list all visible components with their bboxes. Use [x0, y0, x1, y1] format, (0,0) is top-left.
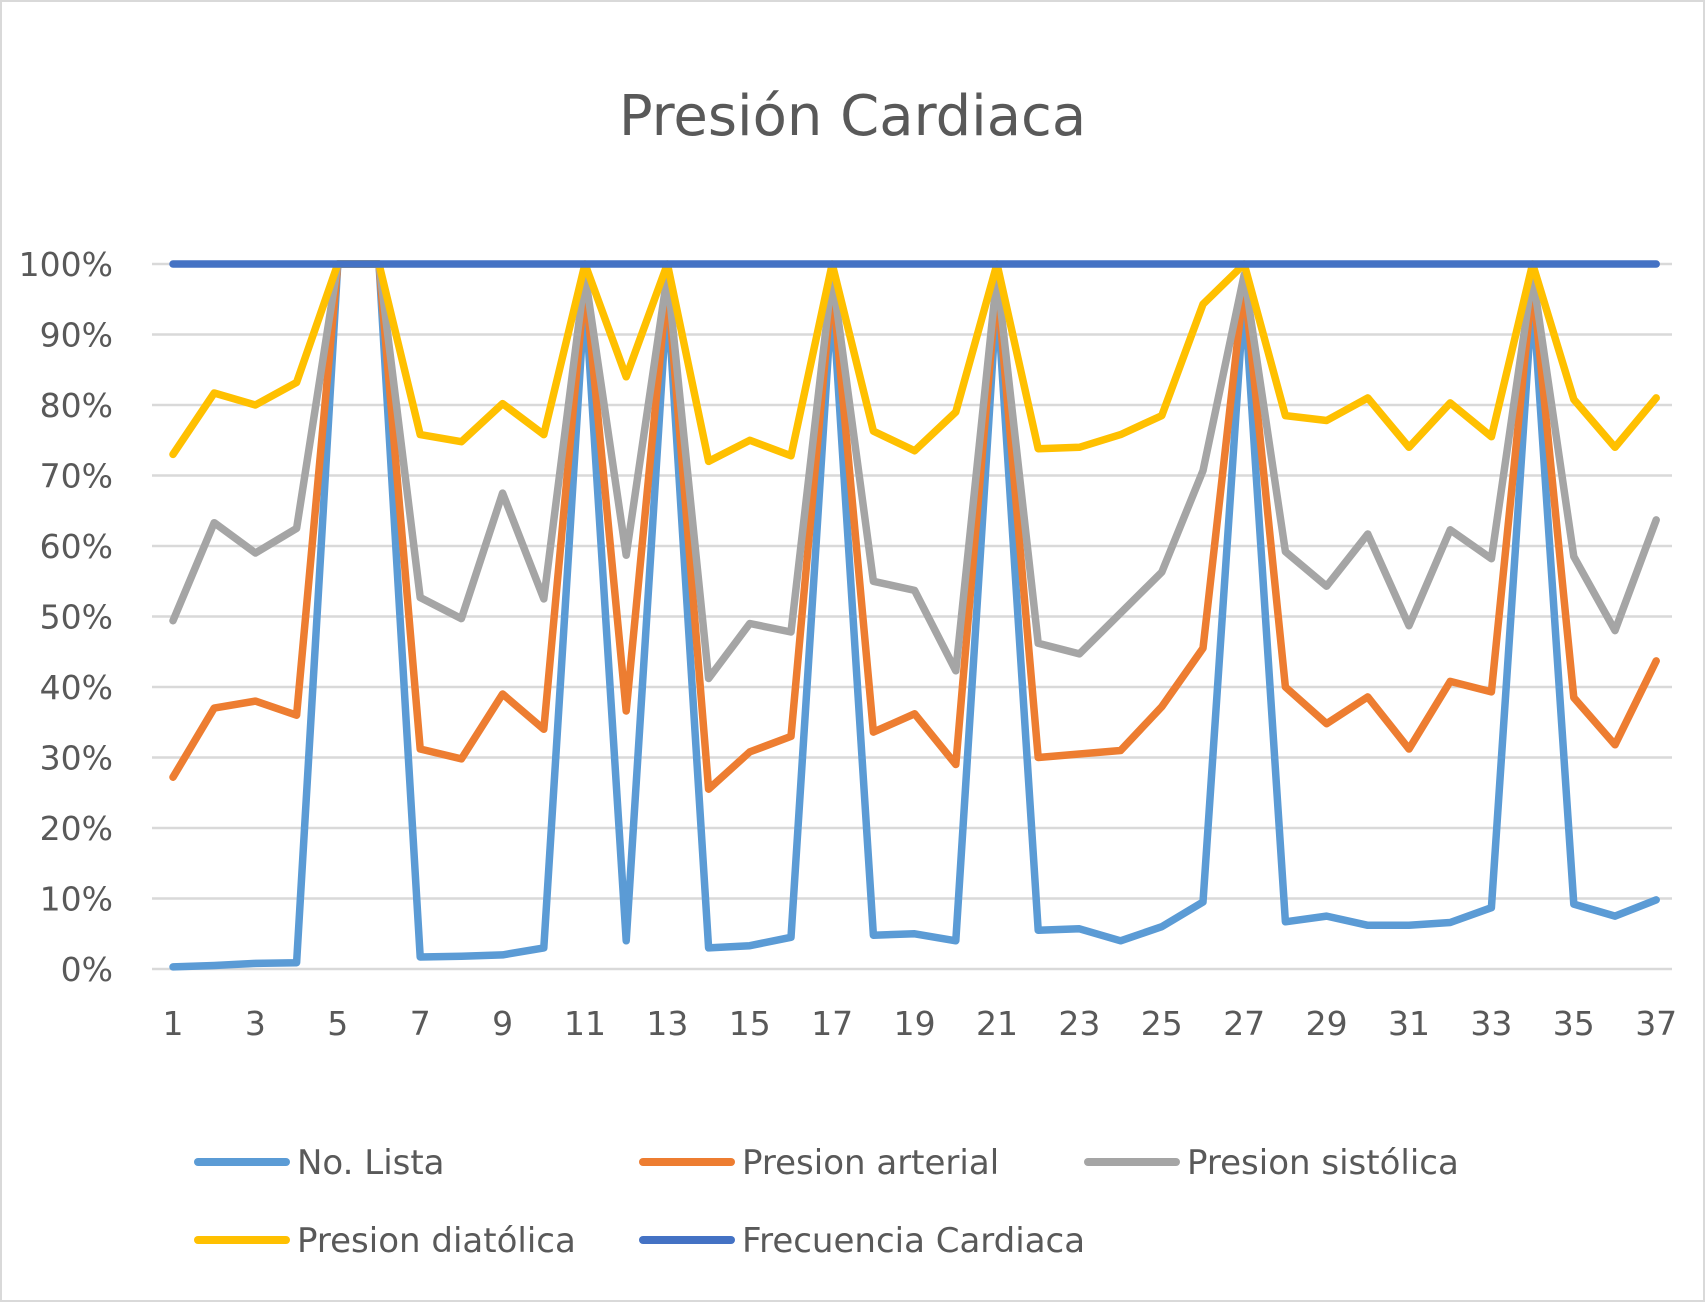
y-tick-label: 40%	[40, 668, 113, 707]
x-tick-label: 5	[327, 1004, 348, 1043]
x-tick-label: 7	[410, 1004, 431, 1043]
y-tick-label: 10%	[40, 880, 113, 919]
legend-label: Presion sistólica	[1187, 1143, 1459, 1183]
gridlines	[152, 262, 1672, 971]
legend-label: No. Lista	[297, 1143, 445, 1183]
y-tick-label: 50%	[40, 598, 113, 637]
x-tick-label: 11	[564, 1004, 606, 1043]
x-tick-label: 1	[163, 1004, 184, 1043]
y-tick-label: 30%	[40, 739, 113, 778]
x-tick-label: 21	[976, 1004, 1018, 1043]
x-tick-label: 29	[1306, 1004, 1348, 1043]
y-tick-label: 70%	[40, 457, 113, 496]
legend-item: Presion diatólica	[194, 1221, 576, 1261]
x-tick-label: 3	[245, 1004, 266, 1043]
legend-label: Presion diatólica	[297, 1221, 576, 1261]
y-tick-label: 60%	[40, 527, 113, 566]
y-tick-label: 90%	[40, 316, 113, 355]
legend-item: Frecuencia Cardiaca	[639, 1221, 1085, 1261]
x-tick-label: 35	[1553, 1004, 1595, 1043]
x-axis-ticks: 1 3 5 7 9 11 13 15 17 19 21 23 25 27 29 31 33 35 37	[163, 1004, 1678, 1043]
y-axis-ticks: 0% 10% 20% 30% 40% 50% 60% 70% 80% 90% 100%	[19, 245, 113, 989]
x-tick-label: 23	[1058, 1004, 1100, 1043]
x-tick-label: 19	[894, 1004, 936, 1043]
legend-item: Presion sistólica	[1084, 1143, 1459, 1183]
legend: No. Lista Presion arterial Presion sistóli…	[194, 1143, 1459, 1261]
legend-label: Frecuencia Cardiaca	[742, 1221, 1085, 1261]
x-tick-label: 13	[646, 1004, 688, 1043]
x-tick-label: 33	[1470, 1004, 1512, 1043]
x-tick-label: 15	[729, 1004, 771, 1043]
x-tick-label: 25	[1141, 1004, 1183, 1043]
y-tick-label: 100%	[19, 245, 113, 284]
y-tick-label: 80%	[40, 386, 113, 425]
legend-label: Presion arterial	[742, 1143, 999, 1183]
x-tick-label: 31	[1388, 1004, 1430, 1043]
series-line-2	[169, 260, 1660, 793]
series-line-3	[169, 260, 1660, 683]
chart-title: Presión Cardiaca	[618, 84, 1087, 149]
y-tick-label: 0%	[61, 950, 113, 989]
series-line-1	[169, 260, 1660, 971]
x-tick-label: 9	[492, 1004, 513, 1043]
y-tick-label: 20%	[40, 809, 113, 848]
legend-item: Presion arterial	[639, 1143, 999, 1183]
series-lines	[169, 260, 1660, 971]
series-line-4	[169, 260, 1660, 466]
legend-item: No. Lista	[194, 1143, 445, 1183]
x-tick-label: 27	[1223, 1004, 1265, 1043]
x-tick-label: 17	[811, 1004, 853, 1043]
x-tick-label: 37	[1635, 1004, 1677, 1043]
